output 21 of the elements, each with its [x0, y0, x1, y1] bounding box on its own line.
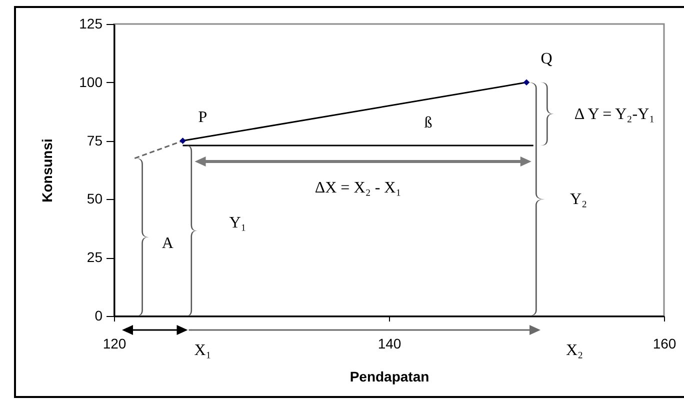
y-tick-label: 125: [79, 16, 103, 32]
annotation: Y₂: [570, 191, 588, 208]
text: X₂: [566, 342, 584, 359]
y-tick-label: 0: [94, 308, 103, 324]
x-tick-label: 120: [102, 336, 126, 352]
annotation: ß: [424, 114, 432, 132]
x-tick-label: 160: [652, 336, 676, 352]
annotation: A: [162, 235, 174, 252]
x-axis-title: Pendapatan: [350, 368, 430, 384]
y-tick-label: 75: [86, 132, 103, 148]
y-axis-title: Konsunsi: [39, 138, 56, 202]
text: X₁: [194, 342, 212, 359]
annotation: ΔX = X₂ - X₁: [314, 179, 402, 196]
annotation: P: [198, 108, 208, 126]
annotation: Q: [540, 50, 553, 68]
y-tick-label: 50: [86, 190, 103, 207]
annotation: Δ Y = Y₂-Y₁: [574, 106, 655, 123]
x-tick-label: 140: [378, 336, 402, 352]
y-tick-label: 25: [86, 249, 103, 266]
y-tick-label: 100: [79, 74, 103, 90]
annotation: Y₁: [229, 214, 246, 232]
